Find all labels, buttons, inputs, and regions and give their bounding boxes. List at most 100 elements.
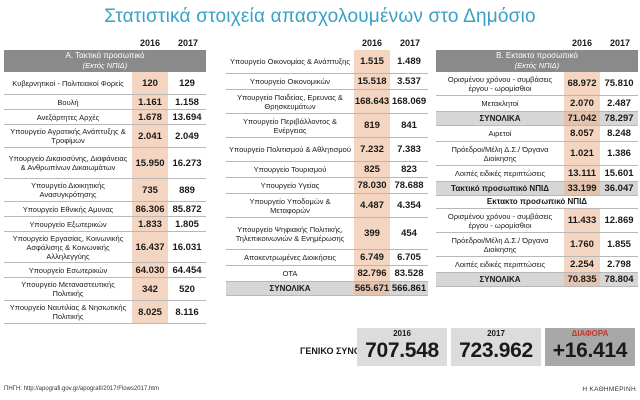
value-2017: 85.872 [172,203,202,215]
table-row: Αιρετοί 8.057 8.248 [436,126,638,142]
source-note: ΠΗΓΗ: http://apografi.gov.gr/apografi/20… [4,386,159,392]
value-2017: 6.705 [397,252,421,263]
value-2017: 2.487 [607,98,631,109]
year-2017: 2017 [399,38,421,48]
value-2017: 168.069 [391,96,427,107]
table-row: Ανεξάρτητες Αρχές 1.678 13.694 [4,110,206,125]
year-header: 2016 2017 [436,38,638,50]
table-row: Υπουργείο Παιδείας, Ερευνας & Θρησκευμάτ… [226,90,428,114]
value-2017: 13.694 [172,111,202,123]
year-header: 2016 2017 [4,38,206,50]
value-2016: 168.643 [354,90,390,113]
page-title: Στατιστικά στοιχεία απασχολουμένων στο Δ… [104,6,536,27]
row-label: Ορισμένου χρόνου - συμβάσεις έργου - ωρο… [447,74,553,93]
grand-total-label: ΓΕΝΙΚΟ ΣΥΝΟΛΟ [300,346,374,356]
publisher-logo: Η ΚΑΘΗΜΕΡΙΝΗ [582,386,636,393]
row-label: Λοιπές ειδικές περιπτώσεις [454,169,546,178]
section-a-header: Α. Τακτικό προσωπικό (Εκτός ΝΠΙΔ) [4,50,206,72]
year-2017: 2017 [609,38,631,48]
row-label: ΟΤΑ [282,269,298,278]
row-label: Λοιπές ειδικές περιπτώσεις [454,260,546,269]
value-2016: 78.030 [354,178,390,193]
value-2017: 78.297 [604,113,634,124]
section-mid-rows: Υπουργείο Οικονομίας & Ανάπτυξης 1.515 1.4… [226,50,428,296]
row-label: ΣΥΝΟΛΙΚΑ [479,275,521,284]
row-label: Υπουργείο Υποδομών & Μεταφορών [249,196,331,215]
table-row: Λοιπές ειδικές περιπτώσεις 2.254 2.798 [436,257,638,273]
table-row: Αποκεντρωμένες Διοικήσεις 6.749 6.705 [226,250,428,266]
year-2016: 2016 [571,38,593,48]
year-2017: 2017 [177,38,199,48]
value-2016: 15.518 [354,74,390,89]
value-2016: 1.678 [132,110,168,124]
grand-total-2016-year: 2016 [393,329,411,338]
table-row: Υπουργείο Οικονομικών 15.518 3.537 [226,74,428,90]
row-label: Βουλή [57,97,79,107]
value-2016: 13.111 [564,166,600,181]
table-row: Υπουργείο Δικαιοσύνης, Διαφάνειας & Ανθρ… [4,148,206,179]
grand-total-difference: ΔΙΑΦΟΡΑ +16.414 [545,328,635,366]
total-row: Τακτικό προσωπικό ΝΠΙΔ 33.199 36.047 [436,182,638,196]
value-2017: 1.158 [175,96,199,108]
grand-total-2016: 2016 707.548 [357,328,447,366]
value-2016: 68.972 [564,72,600,95]
value-2016: 1.515 [354,50,390,73]
value-2016: 819 [354,114,390,137]
row-label: Αποκεντρωμένες Διοικήσεις [244,253,336,262]
table-row: Πρόεδροι/Μέλη Δ.Σ./ Όργανα Διοίκησης 1.02… [436,142,638,166]
value-2017: 36.047 [604,183,634,194]
value-2017: 7.383 [397,144,421,155]
value-2016: 8.057 [564,126,600,141]
value-2016: 2.070 [564,96,600,111]
table-row: Υπουργείο Εθνικής Αμυνας 86.306 85.872 [4,202,206,217]
value-2016: 2.041 [132,125,168,147]
value-2017: 83.528 [394,268,424,279]
table-row: ΟΤΑ 82.796 83.528 [226,266,428,282]
value-2016: 64.030 [132,263,168,277]
value-2016: 71.042 [564,112,600,125]
value-2017: 75.810 [604,78,634,89]
table-row: Κυβερνητικοί - Πολιτειακοί Φορείς 120 129 [4,72,206,95]
value-2017: 12.869 [604,215,634,226]
total-row: ΣΥΝΟΛΙΚΑ 565.671 566.861 [226,282,428,296]
value-2016: 7.232 [354,138,390,161]
value-2017: 4.354 [397,200,421,211]
section-a-rows: Κυβερνητικοί - Πολιτειακοί Φορείς 120 129 Β… [4,72,206,324]
value-2016: 1.021 [564,142,600,165]
value-2016: 86.306 [132,202,168,216]
year-2016: 2016 [361,38,383,48]
row-label: Υπουργείο Οικονομικών [249,77,331,86]
value-2017: 520 [179,283,195,295]
value-2016: 2.254 [564,257,600,272]
value-2017: 16.273 [172,157,202,169]
value-2016: 565.671 [354,282,390,295]
value-2017: 16.031 [172,241,202,253]
row-label: Υπουργείο Ναυτιλίας & Νησιωτικής Πολιτικ… [9,303,127,321]
subsection-header: Εκτακτο προσωπικό ΝΠΙΔ [436,196,638,209]
value-2017: 2.798 [607,259,631,270]
table-row: Βουλή 1.161 1.158 [4,95,206,110]
table-row: Υπουργείο Πολιτισμού & Αθλητισμού 7.232 7.… [226,138,428,162]
total-row: ΣΥΝΟΛΙΚΑ 70.835 78.804 [436,273,638,287]
section-mid-table: 2016 2017 Υπουργείο Οικονομίας & Ανάπτυξ… [226,38,428,296]
table-row: Υπουργείο Ψηφιακής Πολιτικής, Τηλεπικοιν… [226,218,428,250]
value-2016: 15.950 [132,148,168,178]
row-label: Υπουργείο Οικονομίας & Ανάπτυξης [230,57,350,66]
row-label: Υπουργείο Μεταναστευτικής Πολιτικής [21,280,115,298]
row-label: Υπουργείο Πολιτισμού & Αθλητισμού [229,145,351,154]
value-2017: 1.489 [397,56,421,67]
table-row: Υπουργείο Εργασίας, Κοινωνικής Ασφάλισης… [4,232,206,263]
section-b-rows: Ορισμένου χρόνου - συμβάσεις έργου - ωρο… [436,72,638,287]
value-2016: 825 [354,162,390,177]
table-row: Ορισμένου χρόνου - συμβάσεις έργου - ωρο… [436,72,638,96]
table-row: Λοιπές ειδικές περιπτώσεις 13.111 15.601 [436,166,638,182]
table-row: Υπουργείο Αγροτικής Ανάπτυξης & Τροφίμων… [4,125,206,148]
row-label: Υπουργείο Παιδείας, Ερευνας & Θρησκευμάτ… [237,92,343,111]
grand-total-2016-value: 707.548 [365,339,439,362]
value-2017: 15.601 [604,168,634,179]
year-2016: 2016 [139,38,161,48]
value-2017: 1.386 [607,148,631,159]
value-2016: 82.796 [354,266,390,281]
row-label: Αιρετοί [488,129,512,138]
value-2016: 16.437 [132,232,168,262]
